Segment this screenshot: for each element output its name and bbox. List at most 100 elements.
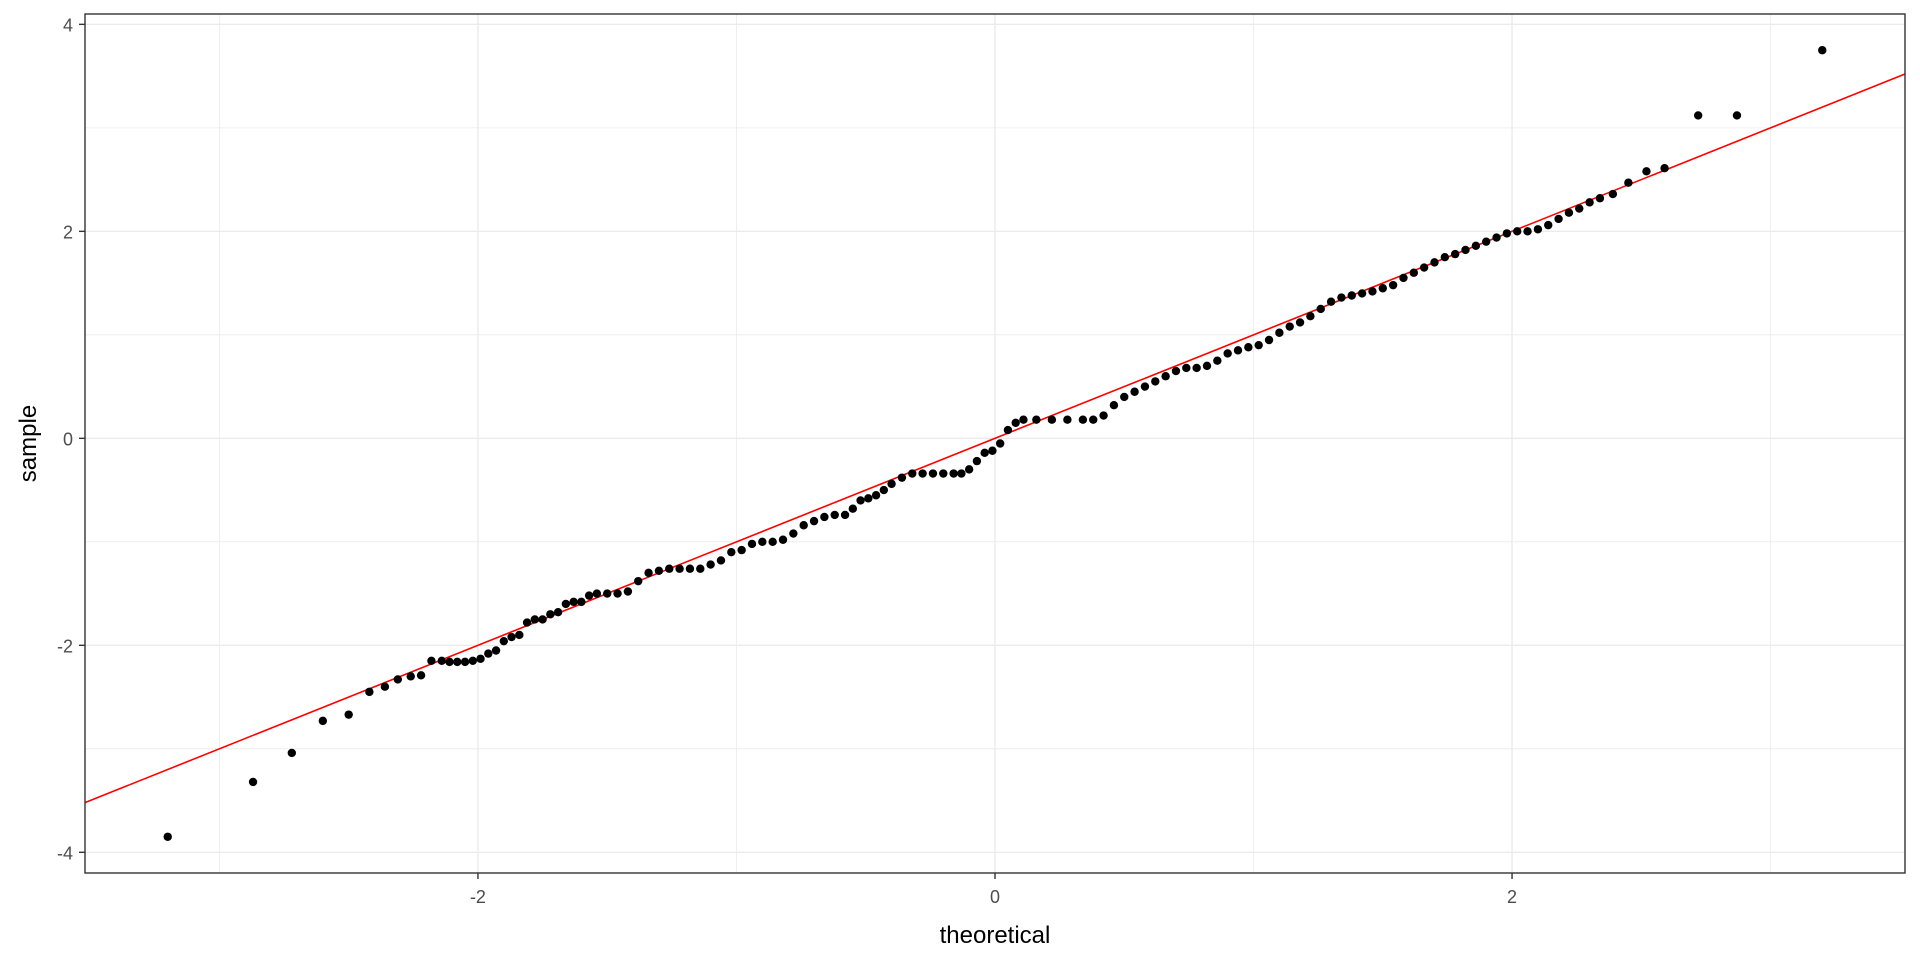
data-point	[1564, 208, 1574, 217]
y-tick-label: -2	[57, 636, 73, 656]
data-point	[561, 599, 571, 609]
data-point	[1254, 340, 1263, 350]
data-point	[530, 615, 540, 624]
data-point	[546, 610, 555, 619]
data-point	[1192, 363, 1201, 373]
data-point	[1140, 382, 1150, 391]
data-point	[1130, 387, 1139, 396]
data-point	[848, 504, 858, 513]
data-point	[1285, 322, 1294, 331]
data-point	[964, 465, 974, 474]
data-point	[1337, 293, 1346, 302]
data-point	[1544, 220, 1553, 230]
data-point	[1316, 304, 1325, 314]
data-point	[522, 618, 532, 627]
data-point	[879, 485, 889, 495]
data-point	[163, 832, 172, 841]
data-point	[584, 591, 594, 600]
data-point	[460, 657, 470, 667]
data-point	[995, 439, 1005, 448]
data-point	[1275, 328, 1284, 337]
data-point	[1213, 356, 1222, 365]
data-point	[634, 576, 643, 586]
data-point	[1409, 268, 1419, 277]
x-tick-label: 2	[1507, 887, 1517, 907]
data-point	[1182, 363, 1191, 373]
data-point	[380, 682, 390, 691]
data-point	[1368, 287, 1377, 296]
data-point	[623, 587, 633, 596]
data-point	[918, 469, 927, 478]
data-point	[1326, 297, 1336, 306]
data-point	[716, 556, 726, 565]
data-point	[427, 656, 436, 666]
x-tick-label: -2	[470, 887, 486, 907]
data-point	[897, 473, 907, 482]
data-point	[737, 545, 746, 555]
data-point	[1347, 291, 1356, 300]
data-point	[1513, 227, 1522, 236]
data-point	[957, 469, 966, 478]
data-point	[406, 672, 415, 681]
data-point	[553, 607, 563, 617]
data-point	[1019, 415, 1028, 424]
data-point	[248, 777, 258, 787]
data-point	[1161, 372, 1170, 381]
data-point	[928, 469, 938, 478]
data-point	[1003, 425, 1013, 435]
data-point	[665, 564, 674, 573]
y-tick-label: -4	[57, 843, 73, 863]
data-point	[1660, 164, 1669, 173]
data-point	[1151, 377, 1160, 386]
data-point	[1624, 178, 1633, 187]
data-point	[1595, 194, 1605, 203]
data-point	[654, 566, 664, 575]
data-point	[287, 748, 297, 758]
data-point	[515, 630, 524, 640]
data-point	[1078, 415, 1088, 424]
data-point	[1244, 343, 1253, 352]
data-point	[830, 510, 839, 520]
data-point	[1109, 401, 1119, 410]
data-point	[1554, 214, 1563, 224]
data-point	[949, 469, 958, 478]
data-point	[569, 597, 578, 607]
grid-lines	[85, 14, 1905, 873]
data-point	[696, 564, 705, 573]
data-point	[577, 597, 586, 607]
data-points	[163, 46, 1827, 841]
data-point	[1264, 335, 1274, 345]
data-point	[603, 589, 612, 598]
data-point	[747, 539, 757, 549]
data-point	[1523, 227, 1532, 236]
data-point	[476, 654, 485, 663]
data-point	[799, 521, 808, 530]
data-point	[1585, 198, 1594, 207]
data-point	[758, 537, 767, 547]
data-point	[507, 632, 516, 642]
data-point	[840, 510, 850, 520]
data-point	[1461, 245, 1470, 255]
data-point	[1642, 167, 1651, 176]
data-point	[1450, 249, 1460, 259]
data-point	[1011, 418, 1020, 428]
data-point	[908, 469, 917, 478]
data-point	[1399, 273, 1408, 283]
data-point	[988, 446, 997, 455]
data-point	[1032, 415, 1041, 424]
data-point	[1099, 411, 1108, 420]
data-point	[675, 564, 684, 573]
data-point	[1357, 289, 1367, 298]
data-point	[778, 535, 788, 544]
data-point	[1575, 204, 1584, 213]
data-point	[871, 491, 881, 500]
data-point	[1502, 229, 1512, 238]
data-point	[1120, 392, 1129, 402]
data-point	[820, 512, 829, 522]
data-point	[1492, 233, 1501, 242]
data-point	[1608, 189, 1618, 199]
data-point	[318, 716, 328, 726]
data-point	[980, 448, 989, 458]
data-point	[1295, 318, 1305, 327]
